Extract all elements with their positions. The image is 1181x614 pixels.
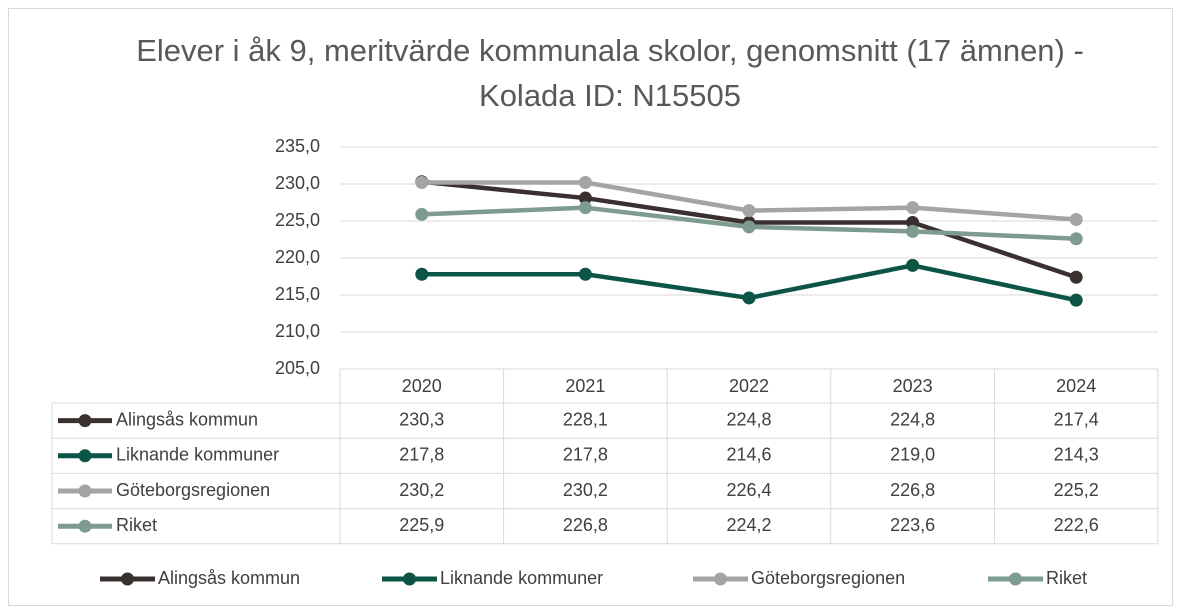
table-value: 225,2 <box>1054 480 1099 500</box>
table-value: 214,6 <box>726 445 771 465</box>
table-value: 217,4 <box>1054 409 1099 429</box>
table-series-name: Alingsås kommun <box>116 409 258 429</box>
y-tick-label: 230,0 <box>275 173 320 193</box>
data-point <box>578 267 592 281</box>
table-value: 224,2 <box>726 515 771 535</box>
data-point <box>415 267 429 281</box>
legend-marker <box>78 519 92 533</box>
table-value: 230,2 <box>399 480 444 500</box>
x-tick-label: 2023 <box>893 376 933 396</box>
data-point <box>578 176 592 190</box>
x-tick-label: 2020 <box>402 376 442 396</box>
legend-label: Riket <box>1046 568 1087 588</box>
data-point <box>1069 232 1083 246</box>
legend-marker <box>78 414 92 428</box>
data-point <box>415 176 429 190</box>
y-tick-label: 220,0 <box>275 247 320 267</box>
table-value: 217,8 <box>563 445 608 465</box>
legend-marker <box>714 572 727 586</box>
table-series-name: Riket <box>116 515 157 535</box>
chart-title: Elever i åk 9, meritvärde kommunala skol… <box>136 33 1084 113</box>
table-value: 226,8 <box>563 515 608 535</box>
data-point <box>1069 270 1083 284</box>
table-value: 226,8 <box>890 480 935 500</box>
table-value: 223,6 <box>890 515 935 535</box>
chart-border <box>8 8 1173 606</box>
legend-marker <box>78 484 92 498</box>
legend-marker <box>1009 572 1022 586</box>
data-point <box>906 258 920 272</box>
data-point <box>742 220 756 234</box>
table-value: 225,9 <box>399 515 444 535</box>
data-point <box>906 224 920 238</box>
legend-marker <box>121 572 134 586</box>
table-value: 219,0 <box>890 445 935 465</box>
table-value: 222,6 <box>1054 515 1099 535</box>
x-tick-label: 2022 <box>729 376 769 396</box>
data-point <box>906 215 920 229</box>
legend-label: Göteborgsregionen <box>751 568 905 588</box>
table-value: 226,4 <box>726 480 771 500</box>
table-series-name: Göteborgsregionen <box>116 480 270 500</box>
y-tick-label: 235,0 <box>275 136 320 156</box>
table-value: 230,3 <box>399 409 444 429</box>
y-tick-label: 225,0 <box>275 210 320 230</box>
y-tick-label: 215,0 <box>275 284 320 304</box>
table-series-name: Liknande kommuner <box>116 445 279 465</box>
legend-label: Liknande kommuner <box>440 568 603 588</box>
y-tick-label: 205,0 <box>275 358 320 378</box>
data-point <box>415 207 429 221</box>
data-point <box>742 291 756 305</box>
legend-marker <box>403 572 416 586</box>
data-point <box>742 204 756 218</box>
table-value: 228,1 <box>563 409 608 429</box>
legend-marker <box>78 449 92 463</box>
legend-label: Alingsås kommun <box>158 568 300 588</box>
table-value: 230,2 <box>563 480 608 500</box>
table-value: 214,3 <box>1054 445 1099 465</box>
y-tick-label: 210,0 <box>275 321 320 341</box>
data-point <box>578 201 592 215</box>
data-point <box>1069 293 1083 307</box>
x-tick-label: 2021 <box>565 376 605 396</box>
data-point <box>906 201 920 215</box>
table-value: 224,8 <box>890 409 935 429</box>
table-value: 217,8 <box>399 445 444 465</box>
data-point <box>1069 213 1083 227</box>
x-tick-label: 2024 <box>1056 376 1096 396</box>
table-value: 224,8 <box>726 409 771 429</box>
data-point <box>578 191 592 205</box>
